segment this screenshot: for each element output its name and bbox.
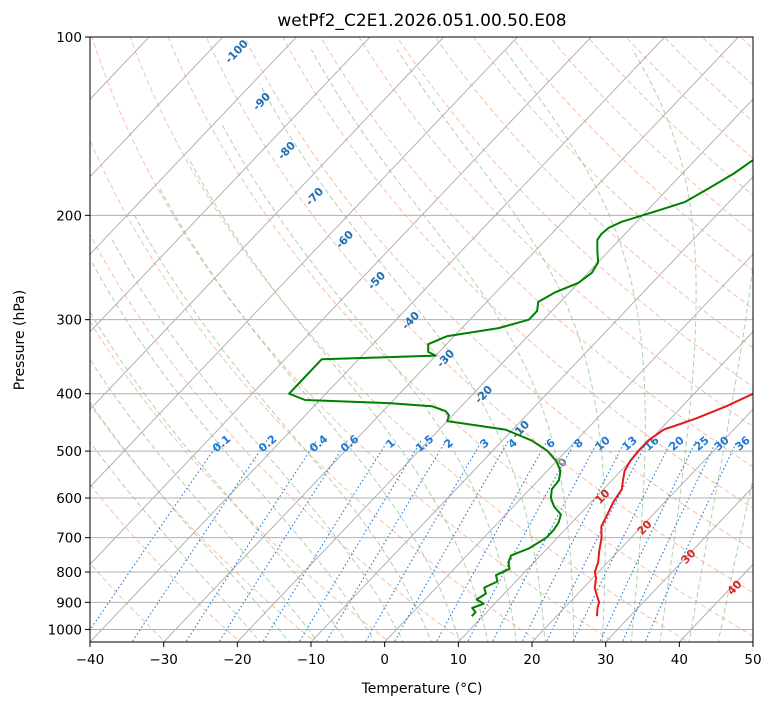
profiles bbox=[288, 158, 753, 617]
y-tick-label: 200 bbox=[56, 208, 82, 224]
isotherm bbox=[90, 37, 224, 178]
x-tick-label: 30 bbox=[597, 652, 614, 668]
dry-adiabat bbox=[90, 320, 391, 642]
y-tick-label: 700 bbox=[56, 531, 82, 547]
isotherm bbox=[457, 331, 753, 642]
x-tick-label: 40 bbox=[671, 652, 688, 668]
x-tick-label: −10 bbox=[297, 652, 326, 668]
dry-adiabat bbox=[625, 37, 753, 159]
mixing-ratio-line bbox=[435, 440, 548, 642]
isotherm bbox=[310, 176, 753, 642]
moist-adiabat bbox=[90, 257, 376, 642]
mixing-ratio-line bbox=[393, 440, 510, 642]
mixing-ratio-line bbox=[466, 440, 577, 642]
mixing-ratio-line bbox=[218, 440, 348, 642]
dry-adiabat bbox=[282, 37, 753, 509]
isotherm bbox=[90, 37, 371, 333]
mixing-ratio-line bbox=[599, 440, 697, 642]
x-tick-label: 20 bbox=[523, 652, 540, 668]
isotherm bbox=[90, 37, 592, 566]
dry-adiabat bbox=[90, 138, 540, 642]
mixing-ratio-line bbox=[185, 440, 318, 642]
dry-adiabat bbox=[90, 483, 241, 642]
mixing-ratio-line bbox=[262, 440, 389, 642]
y-axis-label: Pressure (hPa) bbox=[12, 290, 28, 390]
dewpoint-profile bbox=[288, 158, 753, 617]
isotherm bbox=[531, 408, 753, 642]
mixing-ratio-line bbox=[621, 440, 718, 642]
dry-adiabat bbox=[91, 37, 615, 642]
x-tick-label: 10 bbox=[450, 652, 467, 668]
x-tick-label: 50 bbox=[744, 652, 761, 668]
pressure-gridlines bbox=[90, 37, 753, 630]
mixing-ratio-line bbox=[491, 440, 599, 642]
moist-adiabat bbox=[90, 358, 319, 642]
y-tick-label: 300 bbox=[56, 313, 82, 329]
x-axis: −40 −30 −20 −10 0 10 20 30 40 50 bbox=[76, 642, 762, 668]
dry-adiabat bbox=[472, 37, 753, 310]
mixing-ratio-line bbox=[298, 440, 422, 642]
y-tick-label: 800 bbox=[56, 565, 82, 581]
dry-adiabat bbox=[549, 37, 753, 234]
isotherm bbox=[236, 98, 753, 642]
isotherm bbox=[752, 641, 753, 642]
background-lines bbox=[90, 26, 775, 645]
y-tick-label: 900 bbox=[56, 595, 82, 611]
moist-adiabat bbox=[159, 187, 461, 642]
dry-adiabat bbox=[90, 233, 465, 642]
x-tick-label: −20 bbox=[223, 652, 252, 668]
isotherm bbox=[90, 37, 298, 255]
mixing-ratio-line bbox=[131, 440, 268, 642]
moist-adiabat bbox=[90, 441, 261, 642]
isotherm bbox=[384, 253, 753, 642]
isotherm bbox=[90, 37, 519, 488]
chart-title: wetPf2_C2E1.2026.051.00.50.E08 bbox=[277, 11, 566, 31]
moist-adiabat bbox=[90, 401, 290, 642]
plot-frame bbox=[89, 36, 754, 643]
dry-adiabat bbox=[90, 403, 316, 642]
dry-adiabat bbox=[434, 37, 753, 349]
y-tick-label: 1000 bbox=[48, 622, 82, 638]
dry-adiabat bbox=[396, 37, 753, 388]
dry-adiabat bbox=[358, 37, 753, 428]
y-tick-label: 400 bbox=[56, 387, 82, 403]
x-tick-label: −40 bbox=[76, 652, 105, 668]
mixing-ratio-line bbox=[325, 440, 447, 642]
isotherm bbox=[605, 486, 753, 642]
x-tick-label: −30 bbox=[149, 652, 178, 668]
dry-adiabat bbox=[243, 37, 753, 551]
isotherm bbox=[90, 37, 666, 642]
x-axis-label: Temperature (°C) bbox=[361, 681, 483, 697]
x-tick-label: 0 bbox=[380, 652, 389, 668]
y-tick-label: 600 bbox=[56, 491, 82, 507]
y-tick-label: 100 bbox=[56, 30, 82, 46]
temperature-profile bbox=[593, 392, 753, 617]
dry-adiabat bbox=[767, 26, 775, 645]
moist-adiabat bbox=[259, 83, 546, 642]
dry-adiabat bbox=[320, 37, 753, 468]
moist-adiabat bbox=[134, 215, 432, 642]
moist-adiabat bbox=[111, 239, 404, 642]
mixing-ratio-line bbox=[364, 440, 483, 642]
isotherm bbox=[90, 37, 445, 411]
moist-adiabat bbox=[90, 311, 348, 642]
y-axis: 100 200 300 400 500 600 700 800 900 1000 bbox=[48, 30, 90, 638]
y-tick-label: 500 bbox=[56, 444, 82, 460]
